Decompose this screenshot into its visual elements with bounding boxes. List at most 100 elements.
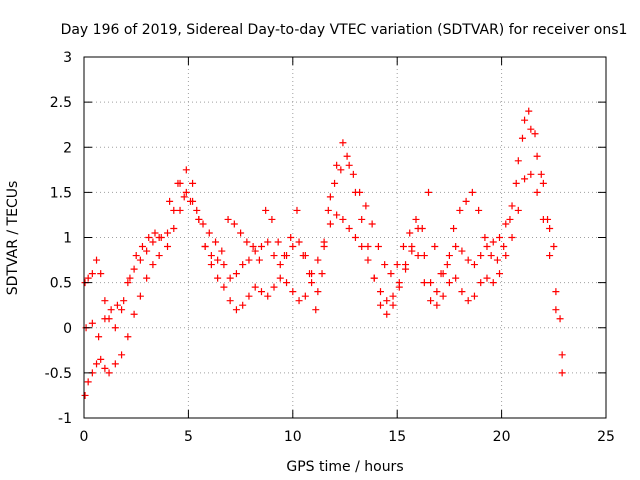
data-point-track-c	[531, 130, 539, 138]
data-point-track-a	[245, 292, 253, 300]
data-point-track-a	[552, 306, 560, 314]
data-point-track-c	[243, 238, 251, 246]
data-point-track-b	[489, 238, 497, 246]
data-point-track-c	[324, 206, 332, 214]
data-point-track-b	[182, 166, 190, 174]
data-point-track-a	[84, 378, 92, 386]
data-point-track-b	[521, 116, 529, 124]
data-point-track-c	[368, 220, 376, 228]
data-point-track-a	[301, 292, 309, 300]
data-point-track-a	[295, 297, 303, 305]
data-point-track-a	[314, 256, 322, 264]
x-tick-label: 15	[388, 429, 406, 445]
data-point-track-c	[487, 252, 495, 260]
data-point-track-b	[295, 238, 303, 246]
x-axis-label: GPS time / hours	[286, 459, 403, 475]
data-point-track-b	[97, 270, 105, 278]
data-point-track-c	[512, 179, 520, 187]
data-point-track-c	[493, 256, 501, 264]
x-tick-label: 5	[184, 429, 193, 445]
data-point-track-b	[358, 215, 366, 223]
data-point-track-c	[255, 256, 263, 264]
data-point-track-c	[199, 220, 207, 228]
data-point-track-a	[445, 279, 453, 287]
data-point-track-b	[389, 301, 397, 309]
data-point-track-c	[180, 193, 188, 201]
data-point-track-a	[527, 170, 535, 178]
data-point-track-c	[120, 297, 128, 305]
data-point-track-c	[374, 243, 382, 251]
data-point-track-a	[283, 279, 291, 287]
data-point-track-b	[226, 274, 234, 282]
y-tick-label: 1.5	[50, 185, 72, 201]
data-point-track-c	[287, 234, 295, 241]
data-point-track-c	[462, 197, 470, 205]
data-point-track-a	[124, 333, 132, 341]
data-point-track-c	[387, 270, 395, 278]
data-point-track-b	[427, 279, 435, 287]
data-point-track-c	[193, 206, 201, 214]
data-point-track-c	[293, 206, 301, 214]
data-point-track-b	[533, 152, 541, 160]
data-point-track-b	[445, 252, 453, 260]
data-point-track-a	[358, 243, 366, 251]
data-point-track-c	[186, 197, 194, 205]
data-point-track-b	[164, 229, 172, 237]
data-point-track-b	[88, 270, 96, 278]
data-point-track-b	[376, 301, 384, 309]
data-point-track-a	[251, 283, 259, 291]
data-point-track-c	[145, 234, 153, 241]
data-point-track-c	[393, 261, 401, 269]
data-point-track-a	[101, 364, 109, 372]
data-point-track-a	[489, 279, 497, 287]
data-point-track-b	[558, 351, 566, 359]
data-point-track-b	[326, 193, 334, 201]
data-point-track-a	[483, 274, 491, 282]
data-point-track-a	[149, 261, 157, 269]
data-point-track-c	[274, 238, 282, 246]
data-point-track-a	[389, 292, 397, 300]
data-point-track-a	[333, 211, 341, 219]
data-point-track-c	[174, 179, 182, 187]
data-point-track-a	[257, 288, 265, 296]
data-point-track-c	[212, 238, 220, 246]
data-point-track-c	[343, 152, 351, 160]
data-point-track-c	[262, 206, 270, 214]
y-tick-label: -1	[58, 411, 72, 427]
data-point-track-b	[245, 256, 253, 264]
data-point-track-a	[97, 355, 105, 363]
data-point-track-c	[525, 107, 533, 115]
data-point-track-a	[136, 292, 144, 300]
data-point-track-b	[458, 247, 466, 255]
data-point-track-c	[468, 188, 476, 196]
data-point-track-c	[88, 319, 96, 327]
data-point-track-a	[155, 252, 163, 260]
y-tick-label: 2.5	[50, 95, 72, 111]
y-axis-label: SDTVAR / TECUs	[5, 181, 21, 296]
data-point-track-a	[464, 297, 472, 305]
data-point-track-b	[452, 243, 460, 251]
data-point-track-c	[418, 224, 426, 232]
data-point-track-b	[214, 256, 222, 264]
data-point-track-a	[414, 252, 422, 260]
y-tick-label: -0.5	[45, 366, 72, 382]
data-point-track-a	[308, 279, 316, 287]
data-point-track-c	[475, 206, 483, 214]
y-tick-label: 0	[63, 321, 72, 337]
data-point-track-c	[224, 215, 232, 223]
data-point-track-b	[93, 256, 101, 264]
data-point-track-a	[496, 270, 504, 278]
data-point-track-b	[257, 243, 265, 251]
data-point-track-c	[550, 243, 558, 251]
data-point-track-a	[81, 391, 89, 399]
data-point-track-b	[220, 261, 228, 269]
data-point-track-b	[420, 252, 428, 260]
data-point-track-c	[138, 243, 146, 251]
data-point-track-b	[333, 161, 341, 169]
data-point-track-c	[230, 220, 238, 228]
data-point-track-a	[170, 224, 178, 232]
data-point-track-c	[337, 166, 345, 174]
chart-title: Day 196 of 2019, Sidereal Day-to-day VTE…	[61, 22, 628, 38]
data-point-track-c	[312, 306, 320, 314]
data-point-track-c	[518, 134, 526, 142]
